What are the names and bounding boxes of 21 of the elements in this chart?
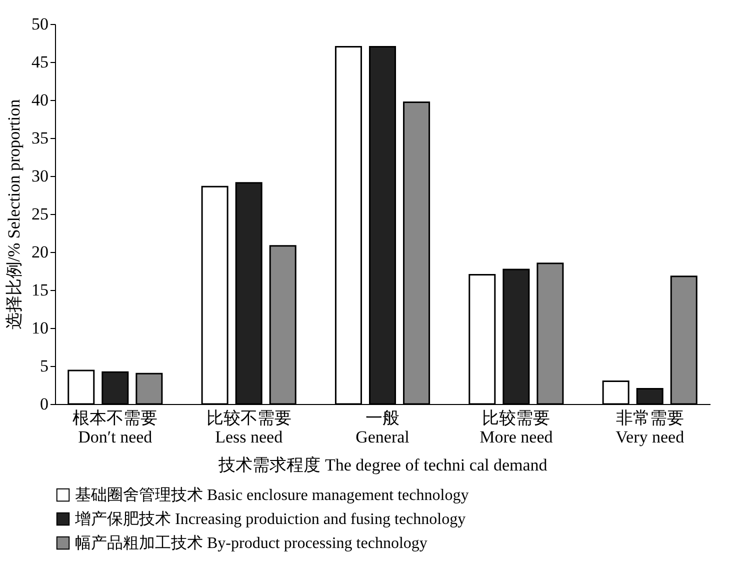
y-tick-label: 5 [40,356,48,376]
y-tick-label: 50 [32,14,48,34]
y-tick-label: 35 [32,128,48,148]
legend-label: 增产保肥技术 Increasing produiction and fusing technology [74,510,466,528]
y-tick-label: 30 [32,166,48,186]
y-tick-label: 45 [32,52,48,72]
y-tick-label: 10 [32,318,48,338]
x-tick-label: 一般 General [356,408,410,446]
y-tick-label: 15 [32,280,48,300]
legend-label: 基础圈舍管理技术 Basic enclosure management technology [75,486,469,504]
y-tick-label: 20 [32,242,48,262]
y-tick-label: 25 [32,204,48,224]
y-tick-label: 0 [40,394,48,414]
x-tick-label: 比较需要 More need [480,408,554,446]
x-tick-label: 根本不需要 Don′t need [72,408,158,446]
y-axis-title: 选择比例/% Selection proportion [4,98,24,330]
legend-label: 幅产品粗加工技术 By-product processing technology [75,534,428,552]
x-tick-label: 比较不需要 Less need [206,408,292,446]
y-tick-label: 40 [32,90,48,110]
x-tick-label: 非常需要 Very need [616,408,685,446]
x-axis-title: 技术需求程度 The degree of techni cal demand [218,456,548,474]
